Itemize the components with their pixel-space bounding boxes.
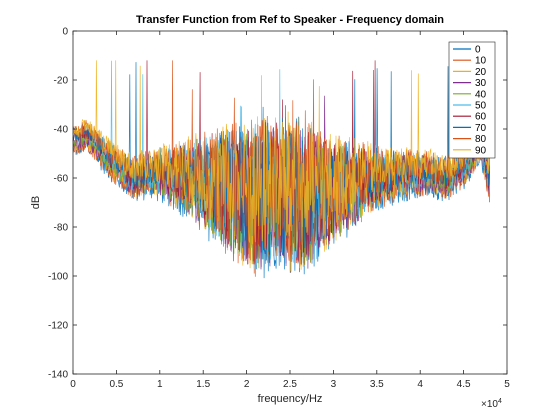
x-axis-exponent: ×104 bbox=[481, 398, 502, 410]
y-tick-label: -140 bbox=[48, 370, 68, 381]
x-tick-label: 0.5 bbox=[109, 379, 123, 390]
legend-label-10: 10 bbox=[475, 56, 487, 67]
legend-label-30: 30 bbox=[475, 78, 487, 89]
x-tick-label: 2.5 bbox=[283, 379, 297, 390]
legend-label-90: 90 bbox=[475, 145, 487, 156]
series-layer bbox=[72, 60, 490, 279]
x-tick-label: 1 bbox=[157, 379, 163, 390]
legend-label-60: 60 bbox=[475, 112, 487, 123]
y-tick-label: -120 bbox=[48, 321, 68, 332]
legend-label-20: 20 bbox=[475, 67, 487, 78]
y-tick-label: -60 bbox=[54, 174, 69, 185]
x-tick-label: 1.5 bbox=[196, 379, 210, 390]
x-axis-label: frequency/Hz bbox=[258, 393, 323, 405]
y-tick-label: 0 bbox=[62, 27, 68, 38]
x-exponent-power: 4 bbox=[498, 398, 502, 405]
series-line-90 bbox=[72, 60, 490, 253]
y-tick-label: -20 bbox=[54, 76, 69, 87]
x-tick-label: 4.5 bbox=[457, 379, 471, 390]
x-tick-label: 2 bbox=[244, 379, 250, 390]
x-tick-label: 5 bbox=[504, 379, 510, 390]
legend-box bbox=[448, 41, 496, 159]
ticks-layer: 0 0.5 1 1.5 2 2.5 3 3.5 4 4.5 50-20-40-60-80-100-1… bbox=[48, 27, 510, 391]
legend-label-50: 50 bbox=[475, 101, 487, 112]
legend-label-0: 0 bbox=[475, 45, 481, 56]
x-exponent-base: ×10 bbox=[481, 399, 498, 410]
legend-label-80: 80 bbox=[475, 134, 487, 145]
legend-label-70: 70 bbox=[475, 123, 487, 134]
x-tick-label: 3.5 bbox=[370, 379, 384, 390]
y-tick-label: -40 bbox=[54, 125, 69, 136]
y-tick-label: -100 bbox=[48, 272, 68, 283]
x-tick-label: 0 bbox=[70, 379, 76, 390]
y-tick-label: -80 bbox=[54, 223, 69, 234]
legend-label-40: 40 bbox=[475, 89, 487, 100]
x-tick-label: 4 bbox=[417, 379, 423, 390]
x-tick-label: 3 bbox=[331, 379, 337, 390]
y-axis-label: dB bbox=[30, 196, 42, 209]
chart-title: Transfer Function from Ref to Speaker - … bbox=[136, 14, 444, 26]
